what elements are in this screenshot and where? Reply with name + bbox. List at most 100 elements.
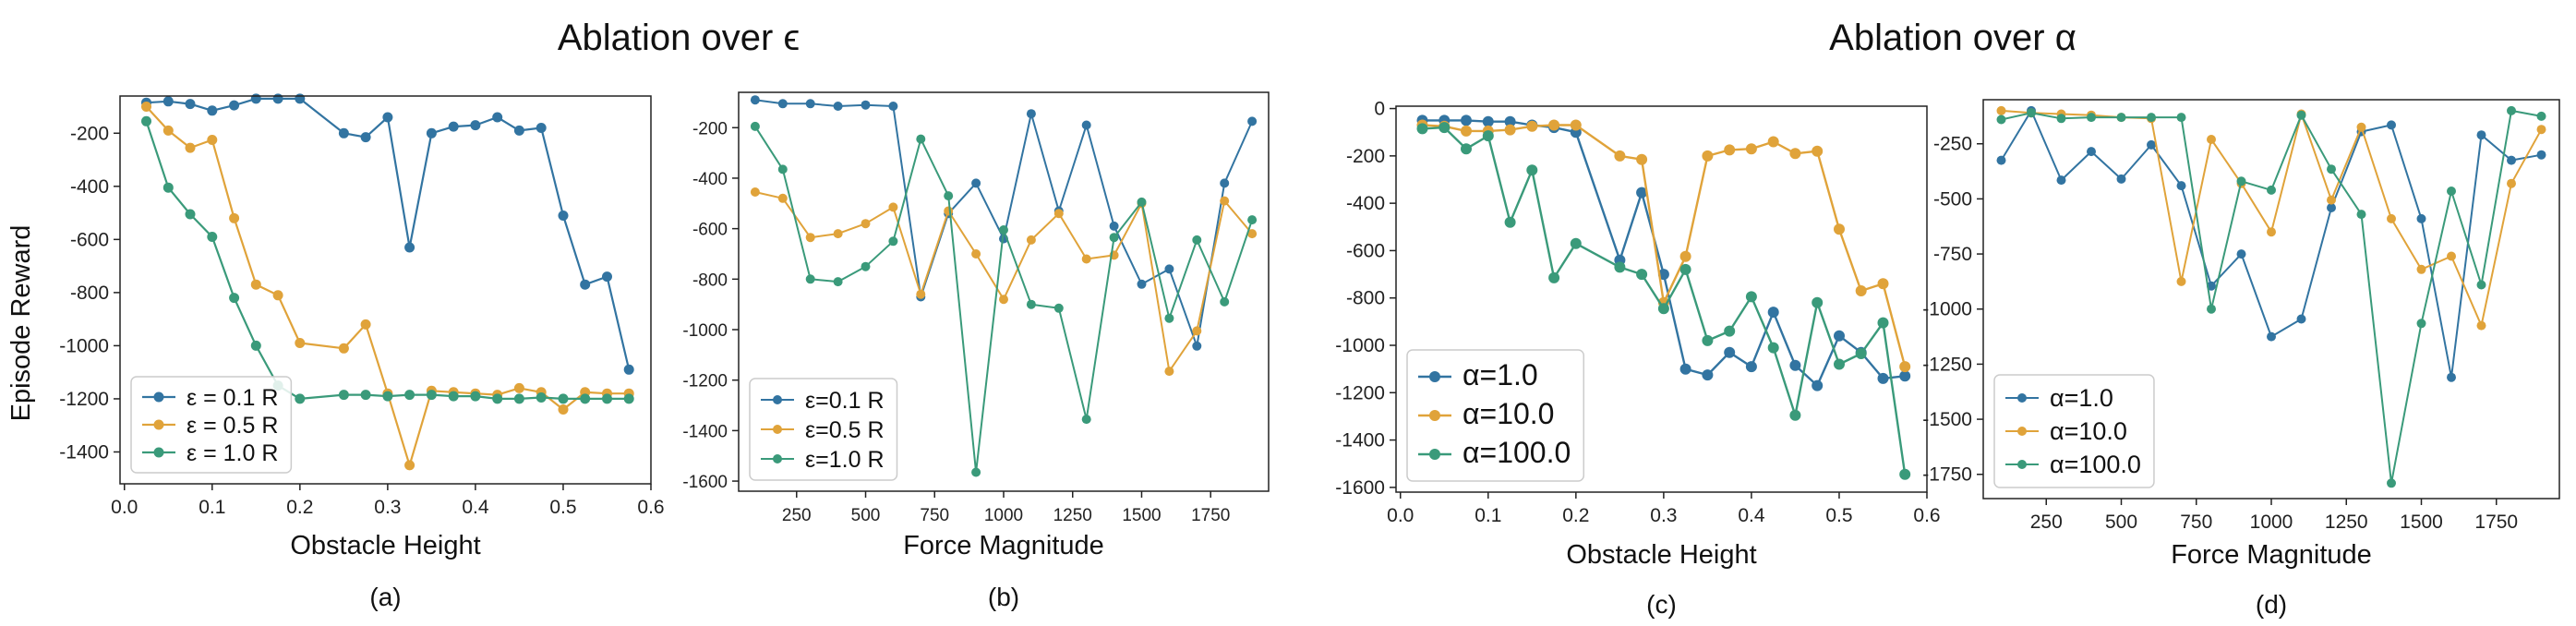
data-point [2536,150,2546,160]
data-point [2207,135,2216,144]
data-point [295,393,306,404]
legend-label: ε=0.1 R [805,388,885,414]
x-tick-label: 250 [782,506,812,525]
data-point [2207,281,2216,291]
data-point [1504,115,1516,127]
y-tick-label: -200 [692,119,728,138]
data-point [360,319,371,330]
y-tick-label: -800 [1346,288,1385,309]
axes-frame-c [1395,105,1928,493]
data-point [1724,144,1736,156]
legend-marker [1429,449,1440,460]
data-point [1526,164,1538,176]
y-tick-label: -1250 [1922,354,1972,375]
data-point [861,219,871,229]
legend-marker [1429,371,1440,382]
y-tick-label: -1400 [682,422,728,441]
data-point [492,393,503,404]
x-tick-label: 500 [2105,512,2137,533]
data-point [2087,113,2096,123]
data-point [558,211,569,221]
legend-marker [773,454,782,463]
data-point [1137,279,1147,289]
y-tick-label: -1500 [1922,409,1972,430]
y-tick-label: -600 [70,229,109,250]
y-tick-label: -200 [1346,146,1385,167]
data-point [229,293,240,304]
data-point [916,134,926,144]
data-point [1855,285,1867,296]
x-tick-label: 1250 [1053,506,1092,525]
data-point [1812,379,1824,391]
y-tick-label: -1000 [682,321,728,341]
data-point [2447,187,2456,196]
x-tick-label: 0.4 [1738,505,1765,526]
series-line-c-2 [1422,126,1907,475]
data-point [1109,221,1119,231]
y-tick-label: -1750 [1922,464,1972,486]
data-point [1877,372,1889,384]
data-point [295,93,306,104]
data-point [1877,278,1889,290]
data-point [971,467,981,477]
x-axis-label: Force Magnitude [903,531,1104,560]
data-point [1026,235,1036,245]
data-point [1745,291,1757,303]
data-point [1026,299,1036,309]
data-point [1026,109,1036,119]
y-tick-label: 0 [1374,99,1385,120]
data-point [1996,155,2006,165]
x-tick-label: 750 [2180,512,2212,533]
data-point [944,191,954,201]
data-point [250,279,261,290]
data-point [2236,176,2246,187]
data-point [1416,123,1428,135]
data-point [1899,370,1911,382]
data-point [1053,209,1064,219]
x-tick-label: 0.0 [1387,505,1414,526]
data-point [2056,114,2066,124]
y-tick-label: -750 [1933,244,1972,265]
data-point [805,233,815,243]
legend-marker [773,395,782,404]
subplot-caption: (a) [369,583,401,611]
data-point [513,382,524,393]
data-point [2356,210,2366,220]
x-tick-label: 500 [851,506,881,525]
data-point [888,236,898,247]
data-point [426,390,437,401]
data-point [1192,326,1202,336]
data-point [2296,110,2306,120]
data-point [229,100,240,111]
data-point [1636,269,1648,281]
data-point [1192,235,1202,245]
data-point [470,391,481,402]
data-point [2387,120,2396,130]
x-axis-label: Obstacle Height [1566,540,1756,570]
data-point [141,115,151,126]
data-point [163,125,174,136]
data-point [207,232,218,242]
data-point [861,261,871,271]
data-point [2296,314,2306,324]
legend-marker [2017,427,2027,436]
data-point [1504,124,1516,136]
y-tick-label: -1200 [59,389,109,410]
plot-b: 250 500 750 1000 1250 1500 1750 -200 -400 -600 -80… [682,91,1270,611]
x-tick-label: 0.6 [1913,505,1940,526]
subplot-caption: (b) [988,583,1019,611]
data-point [1789,148,1801,160]
x-tick-label: 1000 [984,506,1023,525]
data-point [1081,120,1091,130]
legend-label: ε=0.5 R [805,417,885,443]
y-tick-label: -400 [70,176,109,198]
data-point [536,392,547,403]
x-tick-label: 1750 [2474,512,2518,533]
data-point [1834,223,1845,235]
plot-d: 250 500 750 1000 1250 1500 1750 -250 -500 -750 -10… [1922,99,2560,619]
data-point [2476,320,2486,331]
data-point [1220,178,1230,188]
plots: 0.0 0.1 0.2 0.3 0.4 0.5 0.6 -200 -400 -600 -800 -10… [59,91,2560,619]
data-point [163,96,174,107]
x-tick-label: 0.4 [462,497,489,518]
